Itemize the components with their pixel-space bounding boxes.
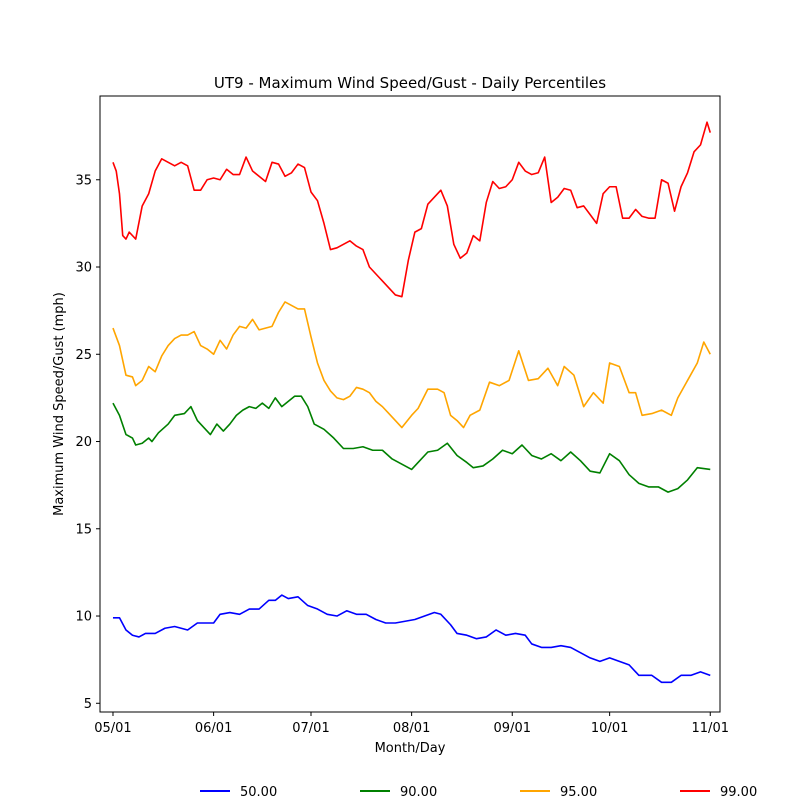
legend-label: 95.00	[560, 785, 597, 800]
x-tick-label: 08/01	[393, 721, 430, 736]
y-tick-label: 35	[75, 173, 92, 188]
series-layer	[112, 121, 712, 684]
x-tick-label: 11/01	[692, 721, 729, 736]
x-tick-label: 05/01	[94, 721, 131, 736]
y-tick-label: 30	[75, 261, 92, 276]
y-tick-label: 15	[75, 522, 92, 537]
chart-title: UT9 - Maximum Wind Speed/Gust - Daily Pe…	[214, 74, 606, 92]
x-axis-label: Month/Day	[375, 741, 446, 756]
y-tick-label: 20	[75, 435, 92, 450]
x-tick-label: 07/01	[292, 721, 329, 736]
series-line-95-00	[112, 301, 711, 429]
legend-item-95-00: 95.00	[520, 785, 597, 800]
plot-area-frame	[99, 95, 721, 713]
legend-item-90-00: 90.00	[360, 785, 437, 800]
series-line-99-00	[112, 121, 712, 298]
legend-label: 50.00	[240, 785, 277, 800]
x-axis: 05/01 06/01 07/01 08/01 09/01 10/01 11/01	[94, 712, 729, 736]
legend-label: 99.00	[720, 785, 757, 800]
y-axis: 5 10 15 20 25 30 35	[75, 173, 100, 712]
legend: 50.00 90.00 95.00 99.00	[200, 785, 757, 800]
legend-item-50-00: 50.00	[200, 785, 277, 800]
legend-label: 90.00	[400, 785, 437, 800]
y-axis-label: Maximum Wind Speed/Gust (mph)	[52, 292, 67, 516]
y-tick-label: 5	[84, 697, 92, 712]
y-tick-label: 10	[75, 610, 92, 625]
x-tick-label: 09/01	[494, 721, 531, 736]
legend-item-99-00: 99.00	[680, 785, 757, 800]
x-tick-label: 10/01	[591, 721, 628, 736]
y-tick-label: 25	[75, 348, 92, 363]
x-tick-label: 06/01	[195, 721, 232, 736]
series-line-90-00	[112, 395, 711, 493]
series-line-50-00	[112, 594, 711, 684]
